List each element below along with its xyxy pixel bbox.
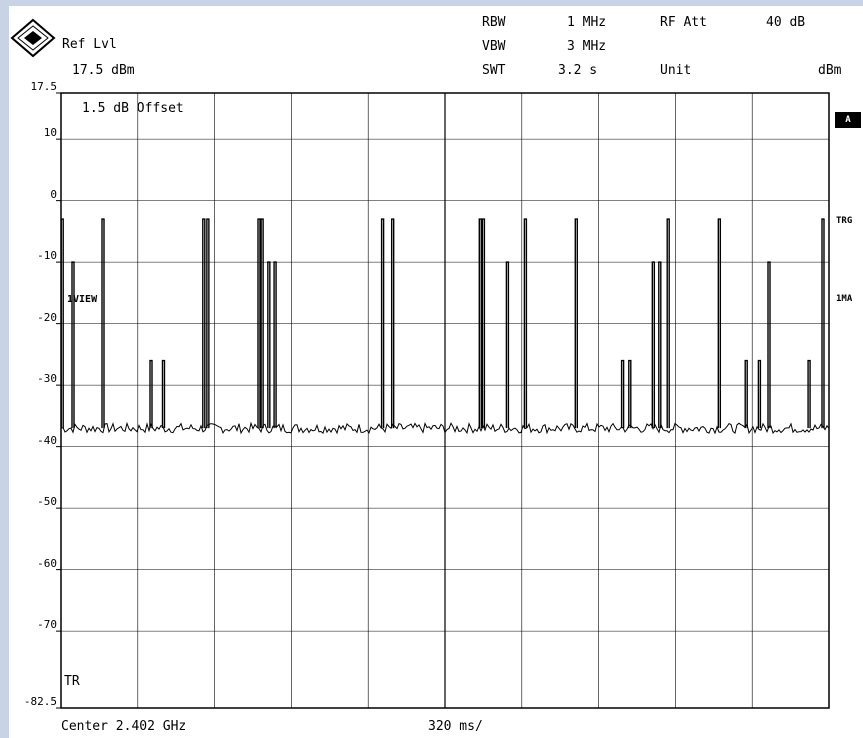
rf-att-label: RF Att <box>660 15 707 30</box>
time-per-division: 320 ms/ <box>428 719 483 734</box>
ref-level-value: 17.5 dBm <box>72 63 135 78</box>
trigger-label: TRG <box>836 216 853 226</box>
trace-peak <box>821 218 825 429</box>
y-tick-label: 10 <box>43 126 57 140</box>
unit-value: dBm <box>818 63 842 78</box>
trace-group <box>60 218 830 435</box>
y-tick-label: 17.5 <box>30 80 58 93</box>
y-tick-label: -82.5 <box>23 695 57 708</box>
trace-peak <box>666 218 670 429</box>
plot-grid <box>56 92 830 709</box>
trace-peak <box>620 359 625 429</box>
y-tick-label: -40 <box>37 433 57 447</box>
trace-peak <box>658 261 662 429</box>
detector-label: 1MA <box>836 294 853 304</box>
trace-peak <box>523 218 528 429</box>
vbw-label: VBW <box>482 39 506 54</box>
trace-peak <box>651 261 656 429</box>
unit-label: Unit <box>660 63 692 78</box>
analyzer-logo <box>10 18 56 58</box>
trace-peak <box>481 218 486 429</box>
y-tick-label: -10 <box>37 249 57 263</box>
window-frame-top <box>0 0 863 6</box>
trace-noise-floor <box>60 421 830 435</box>
trace-a-badge: A <box>835 112 861 128</box>
trace-peak <box>478 218 482 429</box>
trace-peak <box>390 218 395 429</box>
trace-peak <box>757 359 762 429</box>
trace-peak <box>202 218 206 429</box>
trace-peak <box>767 261 771 429</box>
trace-peak <box>257 218 261 429</box>
trace-peak <box>628 359 632 429</box>
trace-peak <box>149 359 153 429</box>
ref-level-label: Ref Lvl <box>62 37 117 52</box>
trace-peak <box>71 261 75 429</box>
swt-value: 3.2 s <box>558 63 598 78</box>
trace-peak <box>744 359 748 429</box>
trace-peak <box>161 359 166 429</box>
trace-peak <box>60 218 64 429</box>
trace-peak <box>267 261 271 429</box>
offset-annotation: 1.5 dB Offset <box>82 101 184 116</box>
rbw-value: 1 MHz <box>567 15 607 30</box>
trace-peak <box>260 218 264 429</box>
vbw-value: 3 MHz <box>567 39 607 54</box>
rf-att-value: 40 dB <box>766 15 806 30</box>
vview-annotation: 1VIEW <box>67 294 98 305</box>
swt-label: SWT <box>482 63 506 78</box>
y-tick-label: -50 <box>37 495 57 509</box>
center-frequency: Center 2.402 GHz <box>61 719 187 734</box>
rbw-label: RBW <box>482 15 506 30</box>
trace-peak <box>505 261 510 429</box>
trace-peak <box>807 359 811 429</box>
trace-peak <box>717 218 722 429</box>
trace-peak <box>206 218 210 429</box>
y-tick-label: -70 <box>37 618 57 632</box>
trace-peak <box>574 218 578 429</box>
trace-peak <box>380 218 385 429</box>
y-tick-label: -60 <box>37 556 57 570</box>
trace-peak <box>101 218 105 429</box>
window-frame-left <box>0 0 9 738</box>
tr-annotation: TR <box>64 674 80 689</box>
y-tick-label: 0 <box>50 187 57 201</box>
y-tick-label: -30 <box>37 372 57 386</box>
y-tick-label: -20 <box>37 310 57 324</box>
trace-peak <box>273 261 277 429</box>
